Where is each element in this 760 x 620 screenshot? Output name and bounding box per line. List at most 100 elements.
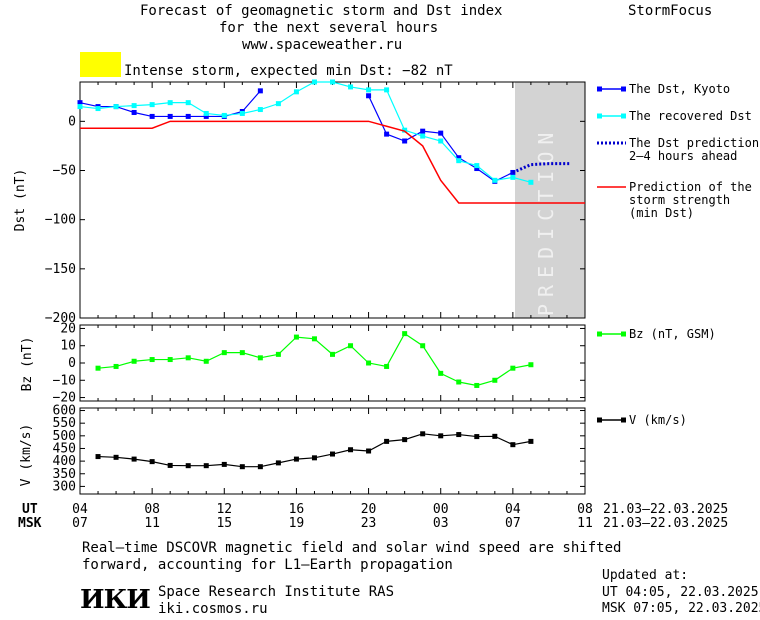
dst-data-point	[77, 104, 83, 110]
bz-data-point	[492, 377, 498, 383]
dst-data-point	[149, 102, 155, 108]
legend-label: storm strength	[629, 193, 730, 207]
legend-label: The recovered Dst	[629, 109, 752, 123]
v-data-point	[239, 464, 245, 470]
v-series	[95, 431, 534, 470]
updated-ut: UT 04:05, 22.03.2025	[602, 585, 759, 600]
v-data-point	[149, 459, 155, 465]
dst-data-point	[239, 110, 245, 116]
bz-ytick-label: 10	[60, 339, 76, 354]
msk-tick-label: 19	[289, 516, 305, 531]
bz-data-point	[330, 351, 335, 357]
bz-data-point	[239, 350, 245, 356]
bz-data-point	[167, 357, 173, 363]
dst-data-point	[366, 87, 372, 93]
msk-label: MSK	[18, 516, 42, 531]
bz-data-point	[311, 336, 317, 342]
v-ytick-label: 600	[53, 404, 76, 419]
legend-label: Bz (nT, GSM)	[629, 327, 716, 341]
bz-data-point	[221, 350, 227, 356]
dst-data-point	[366, 93, 372, 99]
bz-data-point	[528, 362, 534, 368]
bz-axis: 20 10 0 −10 −20	[53, 321, 586, 406]
bz-data-point	[402, 331, 408, 337]
dst-data-point	[438, 138, 444, 144]
dst-data-point	[131, 103, 137, 109]
v-data-point	[420, 431, 426, 437]
dst-ytick-label: −100	[45, 213, 76, 228]
v-data-point	[131, 456, 137, 462]
ut-tick-label: 04	[72, 502, 88, 517]
dst-data-point	[77, 100, 83, 106]
msk-tick-label: 03	[433, 516, 449, 531]
msk-tick-label: 07	[505, 516, 521, 531]
v-data-point	[185, 463, 191, 469]
bz-data-point	[257, 355, 263, 361]
bz-data-point	[149, 357, 155, 363]
bz-data-point	[474, 382, 480, 388]
v-ytick-label: 450	[53, 441, 76, 456]
dst-data-point	[438, 130, 444, 136]
v-data-point	[203, 463, 209, 469]
dst-data-point	[510, 174, 516, 180]
msk-tick-label: 23	[361, 516, 377, 531]
dst-series-line	[79, 81, 532, 183]
dst-data-point	[492, 177, 498, 183]
v-data-point	[366, 448, 372, 454]
dst-data-point	[528, 179, 534, 185]
v-data-point	[402, 437, 408, 443]
source-url[interactable]: www.spaceweather.ru	[242, 37, 403, 53]
legend-marker	[621, 331, 626, 337]
bz-data-point	[510, 365, 516, 371]
bz-ytick-label: 20	[60, 321, 76, 336]
v-data-point	[113, 454, 119, 460]
legend-label: Prediction of the	[629, 180, 752, 194]
v-data-point	[384, 438, 390, 444]
ut-label: UT	[22, 502, 38, 517]
ut-tick-label: 08	[577, 502, 593, 517]
dst-data-point	[402, 138, 408, 144]
bz-data-point	[420, 343, 426, 349]
v-data-point	[528, 438, 534, 444]
v-data-point	[95, 454, 101, 460]
ut-tick-label: 12	[216, 502, 232, 517]
bz-data-point	[293, 334, 299, 340]
dst-series-line	[80, 120, 585, 204]
v-data-point	[456, 432, 462, 438]
dst-axis: 0 −50 −100 −150 −200	[45, 82, 586, 326]
v-data-point	[293, 456, 299, 462]
v-data-point	[330, 451, 335, 457]
bz-data-point	[456, 379, 462, 385]
bz-data-point	[438, 370, 444, 376]
legend-marker	[597, 331, 602, 337]
dst-data-point	[221, 112, 227, 118]
bz-ylabel: Bz (nT)	[20, 337, 35, 392]
dst-data-point	[167, 100, 173, 106]
institute-site[interactable]: iki.cosmos.ru	[158, 601, 268, 617]
ut-tick-label: 20	[361, 502, 377, 517]
bz-series	[95, 331, 534, 388]
dst-data-point	[330, 79, 335, 85]
legend-marker	[621, 417, 626, 423]
ut-tick-label: 00	[433, 502, 449, 517]
msk-tick-label: 15	[216, 516, 232, 531]
v-data-point	[311, 455, 317, 461]
dst-data-point	[257, 107, 263, 113]
bz-ytick-label: −10	[53, 373, 76, 388]
dst-panel: PREDICTION 0 −50 −100 −150 −200 Dst (nT)	[13, 79, 586, 326]
legend-marker	[621, 113, 626, 119]
v-data-point	[275, 460, 281, 466]
dst-data-point	[474, 166, 480, 172]
dst-data-point	[113, 104, 119, 110]
v-data-point	[510, 442, 516, 448]
ut-tick-label: 16	[289, 502, 305, 517]
v-ytick-label: 300	[53, 479, 76, 494]
v-ylabel: V (km/s)	[19, 424, 34, 487]
date-range-ut: 21.03–22.03.2025	[603, 502, 728, 517]
v-ytick-label: 500	[53, 429, 76, 444]
legend-marker	[597, 113, 602, 119]
v-plot-frame	[79, 407, 586, 495]
v-data-point	[257, 464, 263, 470]
